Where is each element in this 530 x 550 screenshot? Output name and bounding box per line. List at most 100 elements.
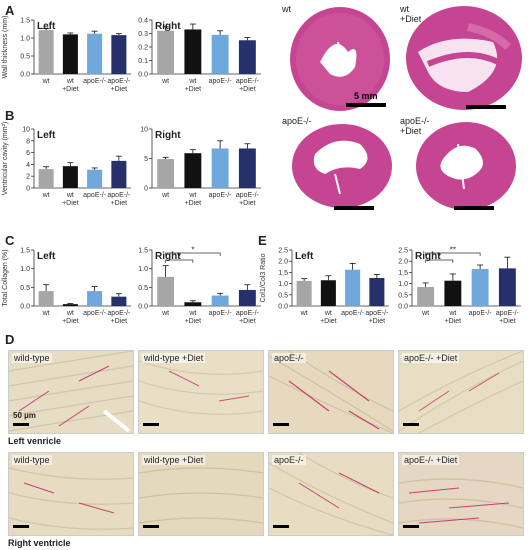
x-tick-label: apoE-/- — [209, 78, 233, 85]
x-tick-label: +Diet — [185, 200, 202, 207]
micro-scale-bar — [143, 525, 159, 528]
chart-title: Left — [37, 130, 56, 141]
y-tick-label: 1.0 — [20, 36, 30, 43]
panel-letter-c: C — [5, 233, 15, 248]
micrograph-label: apoE-/- +Diet — [402, 353, 460, 363]
y-tick-label: 0.0 — [398, 304, 408, 311]
x-tick-label: wt — [161, 78, 169, 85]
y-tick-label: 5 — [144, 156, 148, 163]
x-tick-label: apoE-/- — [365, 310, 389, 317]
right-ventricle-caption: Right ventricle — [8, 538, 71, 548]
heart-label-wt-line1: wt — [282, 4, 291, 14]
panel-letter-a: A — [5, 3, 15, 18]
y-tick-label: 1.5 — [20, 18, 30, 25]
heart-label-apoe-diet: apoE-/- +Diet — [400, 116, 430, 136]
x-tick-label: wt — [421, 310, 429, 317]
y-tick-label: 0.0 — [20, 304, 30, 311]
bar — [498, 268, 516, 306]
panel-letter-d: D — [5, 332, 15, 347]
y-tick-label: 0.5 — [398, 292, 408, 299]
chart-title: Right — [415, 251, 441, 262]
x-tick-label: +Diet — [62, 318, 79, 325]
bar — [157, 30, 175, 74]
x-tick-label: wt — [66, 310, 74, 317]
bar — [38, 30, 54, 74]
micro-scale-bar — [143, 423, 159, 426]
micro-scale-bar — [13, 423, 29, 426]
micrograph-label: wild-type — [12, 455, 52, 465]
bar — [211, 148, 229, 188]
heart-section-wt-diet: wt +Diet — [398, 2, 528, 114]
x-tick-label: apoE-/- — [496, 310, 520, 317]
bar — [184, 302, 202, 306]
y-tick-label: 2.5 — [398, 248, 408, 255]
micrograph-rv-apoe-diet: apoE-/- +Diet — [398, 452, 524, 536]
bar — [87, 33, 103, 74]
y-tick-label: 0.4 — [138, 18, 148, 25]
y-tick-label: 2 — [26, 174, 30, 181]
chart-title: Right — [155, 130, 181, 141]
heart-section-wt: wt 5 mm — [280, 2, 398, 114]
micro-scale-bar — [403, 423, 419, 426]
x-tick-label: +Diet — [111, 318, 128, 325]
y-tick-label: 1.5 — [398, 270, 408, 277]
x-tick-label: +Diet — [499, 318, 516, 325]
chart-title: Left — [295, 251, 314, 262]
bar — [238, 289, 256, 306]
bar — [157, 159, 175, 188]
x-tick-label: +Diet — [320, 318, 337, 325]
x-tick-label: wt — [324, 310, 332, 317]
significance-bracket — [425, 252, 481, 256]
bar — [62, 304, 78, 306]
bar — [62, 34, 78, 74]
y-tick-label: 2.5 — [278, 248, 288, 255]
significance-label: * — [178, 253, 181, 262]
bar — [87, 169, 103, 188]
x-tick-label: wt — [300, 310, 308, 317]
chart-title: Right — [155, 251, 181, 262]
bar — [320, 280, 336, 306]
x-tick-label: apoE-/- — [107, 192, 131, 199]
significance-label: * — [191, 246, 194, 255]
micrograph-rv-wild-type-diet: wild-type +Diet — [138, 452, 264, 536]
y-axis-label: Col1/Col3 Ratio — [260, 253, 267, 302]
micro-scale-label: 50 µm — [13, 411, 36, 420]
micrograph-label: wild-type — [12, 353, 52, 363]
bar — [111, 160, 127, 188]
x-tick-label: +Diet — [62, 200, 79, 207]
x-tick-label: wt — [188, 310, 196, 317]
micro-scale-bar — [273, 423, 289, 426]
y-tick-label: 4 — [26, 162, 30, 169]
y-tick-label: 0.0 — [20, 72, 30, 79]
y-tick-label: 0.2 — [138, 45, 148, 52]
micrograph-lv-wild-type: wild-type 50 µm — [8, 350, 134, 434]
bar — [211, 34, 229, 74]
bar — [238, 40, 256, 74]
bar — [157, 276, 175, 306]
significance-label: * — [438, 253, 441, 262]
x-tick-label: +Diet — [239, 200, 256, 207]
y-tick-label: 0.0 — [138, 72, 148, 79]
chart-title: Left — [37, 21, 56, 32]
bar — [471, 269, 489, 306]
bar — [369, 278, 385, 306]
micrograph-label: wild-type +Diet — [142, 353, 206, 363]
y-tick-label: 0.0 — [278, 304, 288, 311]
x-tick-label: apoE-/- — [83, 192, 107, 199]
y-tick-label: 1.0 — [20, 266, 30, 273]
y-tick-label: 1.5 — [278, 270, 288, 277]
x-tick-label: wt — [188, 78, 196, 85]
bar — [62, 166, 78, 188]
y-tick-label: 6 — [26, 150, 30, 157]
y-axis-label: Wall thickness (mm) — [2, 16, 9, 79]
x-tick-label: apoE-/- — [341, 310, 365, 317]
y-axis-label: Ventricular cavity (mm²) — [2, 122, 9, 196]
x-tick-label: +Diet — [111, 200, 128, 207]
bar — [296, 280, 312, 306]
y-tick-label: 0.0 — [138, 304, 148, 311]
